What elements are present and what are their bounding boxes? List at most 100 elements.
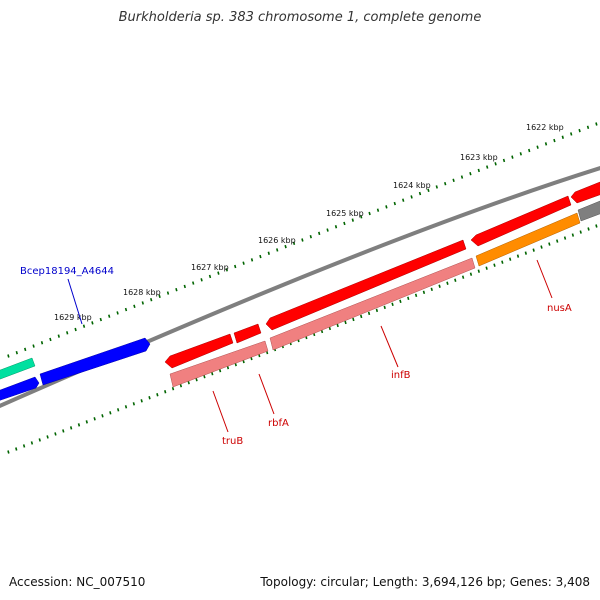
gene-bcep18194-a4644[interactable] bbox=[39, 337, 151, 386]
gene-trub[interactable] bbox=[169, 340, 269, 388]
label-trub[interactable]: truB bbox=[222, 436, 243, 447]
leader-bcep bbox=[67, 278, 83, 325]
gene-right-edge-gray[interactable] bbox=[577, 199, 600, 222]
scale-label: 1623 kbp bbox=[460, 153, 498, 162]
upper-tick bbox=[326, 228, 329, 232]
genome-summary-text: Topology: circular; Length: 3,694,126 bp… bbox=[260, 575, 590, 589]
upper-tick bbox=[116, 311, 119, 315]
accession-text: Accession: NC_007510 bbox=[9, 575, 146, 589]
upper-tick bbox=[217, 271, 220, 275]
upper-tick bbox=[318, 231, 321, 236]
lower-tick bbox=[375, 308, 379, 313]
lower-tick bbox=[336, 323, 339, 328]
lower-tick bbox=[38, 438, 41, 442]
leader-trub bbox=[212, 390, 229, 433]
upper-tick bbox=[477, 168, 480, 173]
lower-tick bbox=[383, 305, 386, 310]
upper-tick bbox=[49, 337, 52, 342]
gene-nusa-cds[interactable] bbox=[470, 195, 572, 247]
lower-tick bbox=[22, 444, 26, 448]
upper-tick bbox=[208, 274, 212, 279]
label-infb[interactable]: infB bbox=[391, 370, 411, 381]
upper-tick bbox=[351, 218, 354, 222]
gene-right-edge-cds[interactable] bbox=[570, 180, 600, 204]
upper-tick bbox=[158, 294, 161, 299]
upper-tick bbox=[469, 172, 472, 176]
lower-tick bbox=[62, 429, 65, 433]
lower-tick bbox=[179, 384, 183, 388]
lower-tick bbox=[156, 393, 159, 397]
gene-rbfa-cds[interactable] bbox=[233, 323, 262, 344]
upper-tick bbox=[502, 158, 506, 163]
lower-tick bbox=[328, 326, 332, 331]
upper-tick bbox=[435, 185, 438, 189]
upper-tick bbox=[334, 225, 338, 229]
lower-tick bbox=[187, 380, 190, 385]
upper-tick bbox=[40, 341, 44, 345]
lower-tick bbox=[579, 230, 582, 234]
lower-tick bbox=[171, 387, 175, 391]
upper-tick bbox=[561, 135, 564, 139]
upper-tick bbox=[376, 208, 380, 212]
scale-label: 1625 kbp bbox=[326, 209, 364, 218]
gene-infb-cds[interactable] bbox=[265, 239, 467, 331]
lower-tick bbox=[360, 314, 363, 319]
upper-tick bbox=[259, 254, 262, 259]
label-nusa[interactable]: nusA bbox=[547, 303, 572, 314]
kbp-scale-labels: 1622 kbp 1623 kbp 1624 kbp 1625 kbp 1626 kbp… bbox=[54, 123, 564, 322]
lower-tick bbox=[367, 311, 371, 316]
lower-tick bbox=[438, 284, 441, 288]
upper-tick bbox=[578, 128, 581, 133]
gene-trub-cds[interactable] bbox=[164, 333, 234, 369]
upper-tick bbox=[99, 317, 102, 322]
lower-tick bbox=[211, 371, 214, 376]
upper-tick bbox=[301, 238, 304, 242]
lower-tick bbox=[469, 272, 473, 276]
upper-tick bbox=[82, 324, 86, 328]
gene-teal-forward[interactable] bbox=[0, 357, 36, 381]
upper-tick bbox=[309, 234, 312, 239]
lower-tick bbox=[30, 441, 34, 445]
gene-blue-reverse[interactable] bbox=[0, 376, 40, 402]
lower-tick bbox=[571, 233, 575, 237]
upper-tick bbox=[544, 142, 548, 146]
lower-tick bbox=[587, 227, 590, 231]
lower-tick bbox=[563, 236, 567, 240]
gene-infb[interactable] bbox=[269, 257, 476, 351]
leader-nusa bbox=[536, 259, 553, 299]
upper-tick bbox=[141, 301, 144, 305]
upper-tick bbox=[91, 321, 94, 325]
scale-label: 1627 kbp bbox=[191, 263, 229, 272]
lower-tick bbox=[485, 266, 488, 270]
scale-label: 1629 kbp bbox=[54, 313, 92, 322]
lower-tick bbox=[203, 374, 206, 379]
label-rbfa[interactable]: rbfA bbox=[268, 418, 289, 429]
upper-tick bbox=[343, 221, 346, 226]
upper-tick bbox=[192, 281, 195, 285]
upper-tick bbox=[32, 344, 35, 348]
upper-tick bbox=[175, 288, 178, 292]
upper-tick bbox=[267, 251, 270, 255]
upper-tick bbox=[292, 241, 296, 246]
upper-tick bbox=[66, 331, 69, 335]
map-title: Burkholderia sp. 383 chromosome 1, compl… bbox=[118, 10, 482, 25]
lower-tick bbox=[508, 257, 512, 261]
lower-tick bbox=[391, 302, 394, 307]
lower-tick bbox=[556, 239, 559, 243]
gene-nusa[interactable] bbox=[475, 212, 581, 267]
upper-tick bbox=[536, 145, 539, 149]
upper-tick bbox=[410, 195, 413, 199]
lower-tick bbox=[85, 420, 88, 424]
scale-label: 1628 kbp bbox=[123, 288, 161, 297]
upper-tick bbox=[183, 284, 186, 289]
label-bcep18194-a4644[interactable]: Bcep18194_A4644 bbox=[20, 266, 114, 277]
upper-tick bbox=[460, 175, 464, 179]
upper-tick bbox=[276, 248, 279, 252]
lower-tick bbox=[140, 399, 143, 403]
lower-tick bbox=[430, 287, 433, 291]
lower-tick bbox=[164, 390, 167, 394]
upper-tick bbox=[402, 198, 405, 202]
lower-tick bbox=[234, 362, 237, 367]
lower-tick bbox=[454, 278, 457, 282]
upper-tick bbox=[452, 178, 455, 183]
